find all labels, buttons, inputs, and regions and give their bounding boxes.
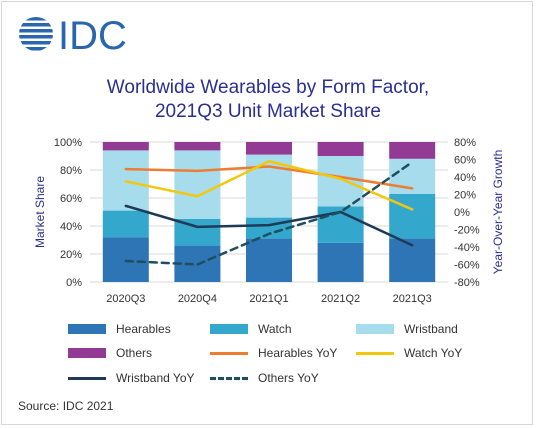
x-tick-label: 2021Q2 (321, 293, 360, 305)
y2-axis-title: Year-Over-Year Growth (491, 150, 505, 275)
y-tick-label: 80% (60, 165, 82, 177)
y2-tick-label: -40% (454, 242, 480, 254)
legend-swatch (356, 324, 394, 334)
legend-line-swatch (210, 352, 248, 355)
legend-label: Wristband (404, 322, 458, 336)
y-axis-title: Market Share (33, 176, 47, 248)
logo-text: IDC (58, 14, 127, 54)
legend-line-swatch (210, 377, 248, 380)
bar-others (102, 142, 149, 151)
bar-hearables (102, 237, 149, 282)
line-wristband-yoy (124, 204, 414, 247)
y2-tick-label: -20% (454, 225, 480, 237)
chart-title-line-2: 2021Q3 Unit Market Share (154, 101, 381, 122)
legend-line-swatch (68, 377, 106, 380)
bar-others (174, 142, 221, 151)
legend-label: Watch (258, 322, 292, 336)
bar-wristband (174, 150, 221, 219)
y2-tick-label: -60% (454, 260, 480, 272)
globe-icon: IDC (19, 14, 127, 58)
legend-swatch (210, 324, 248, 334)
line-hearables-yoy (124, 165, 414, 190)
legend-swatch (68, 348, 106, 358)
bar-watch (102, 210, 149, 238)
legend-swatch (68, 324, 106, 334)
x-tick-label: 2021Q1 (249, 293, 288, 305)
x-tick-label: 2020Q4 (178, 293, 217, 305)
x-tick-label: 2021Q3 (393, 293, 432, 305)
y2-tick-label: -80% (454, 277, 480, 289)
bar-others (246, 142, 292, 155)
x-tick-label: 2020Q3 (106, 293, 145, 305)
line-others-yoy (124, 160, 414, 266)
bar-others (317, 142, 364, 156)
bar-hearables (246, 238, 292, 282)
y2-tick-label: 40% (454, 172, 476, 184)
legend-label: Wristband YoY (116, 371, 195, 385)
source-note: Source: IDC 2021 (18, 399, 114, 413)
chart-title-line-1: Worldwide Wearables by Form Factor, (106, 77, 430, 98)
legend-label: Others YoY (258, 371, 319, 385)
legend-label: Watch YoY (404, 346, 463, 360)
legend-line-swatch (356, 352, 394, 355)
bar-watch (389, 193, 436, 239)
legend-label: Others (116, 346, 153, 360)
y-tick-label: 20% (60, 249, 82, 261)
y-tick-label: 100% (54, 137, 82, 149)
bar-hearables (317, 242, 364, 282)
y2-tick-label: 80% (454, 137, 476, 149)
legend-label: Hearables YoY (258, 346, 338, 360)
y-tick-label: 60% (60, 193, 82, 205)
y-tick-label: 40% (60, 221, 82, 233)
y2-tick-label: 60% (454, 155, 476, 167)
y-tick-label: 0% (66, 277, 82, 289)
bar-others (389, 142, 436, 159)
bar-wristband (317, 156, 364, 207)
line-watch-yoy (124, 160, 414, 211)
y2-tick-label: 0% (454, 207, 470, 219)
bar-watch (246, 217, 292, 239)
idc-logo: IDC (18, 14, 138, 58)
legend-label: Hearables (116, 322, 171, 336)
y2-tick-label: 20% (454, 190, 476, 202)
